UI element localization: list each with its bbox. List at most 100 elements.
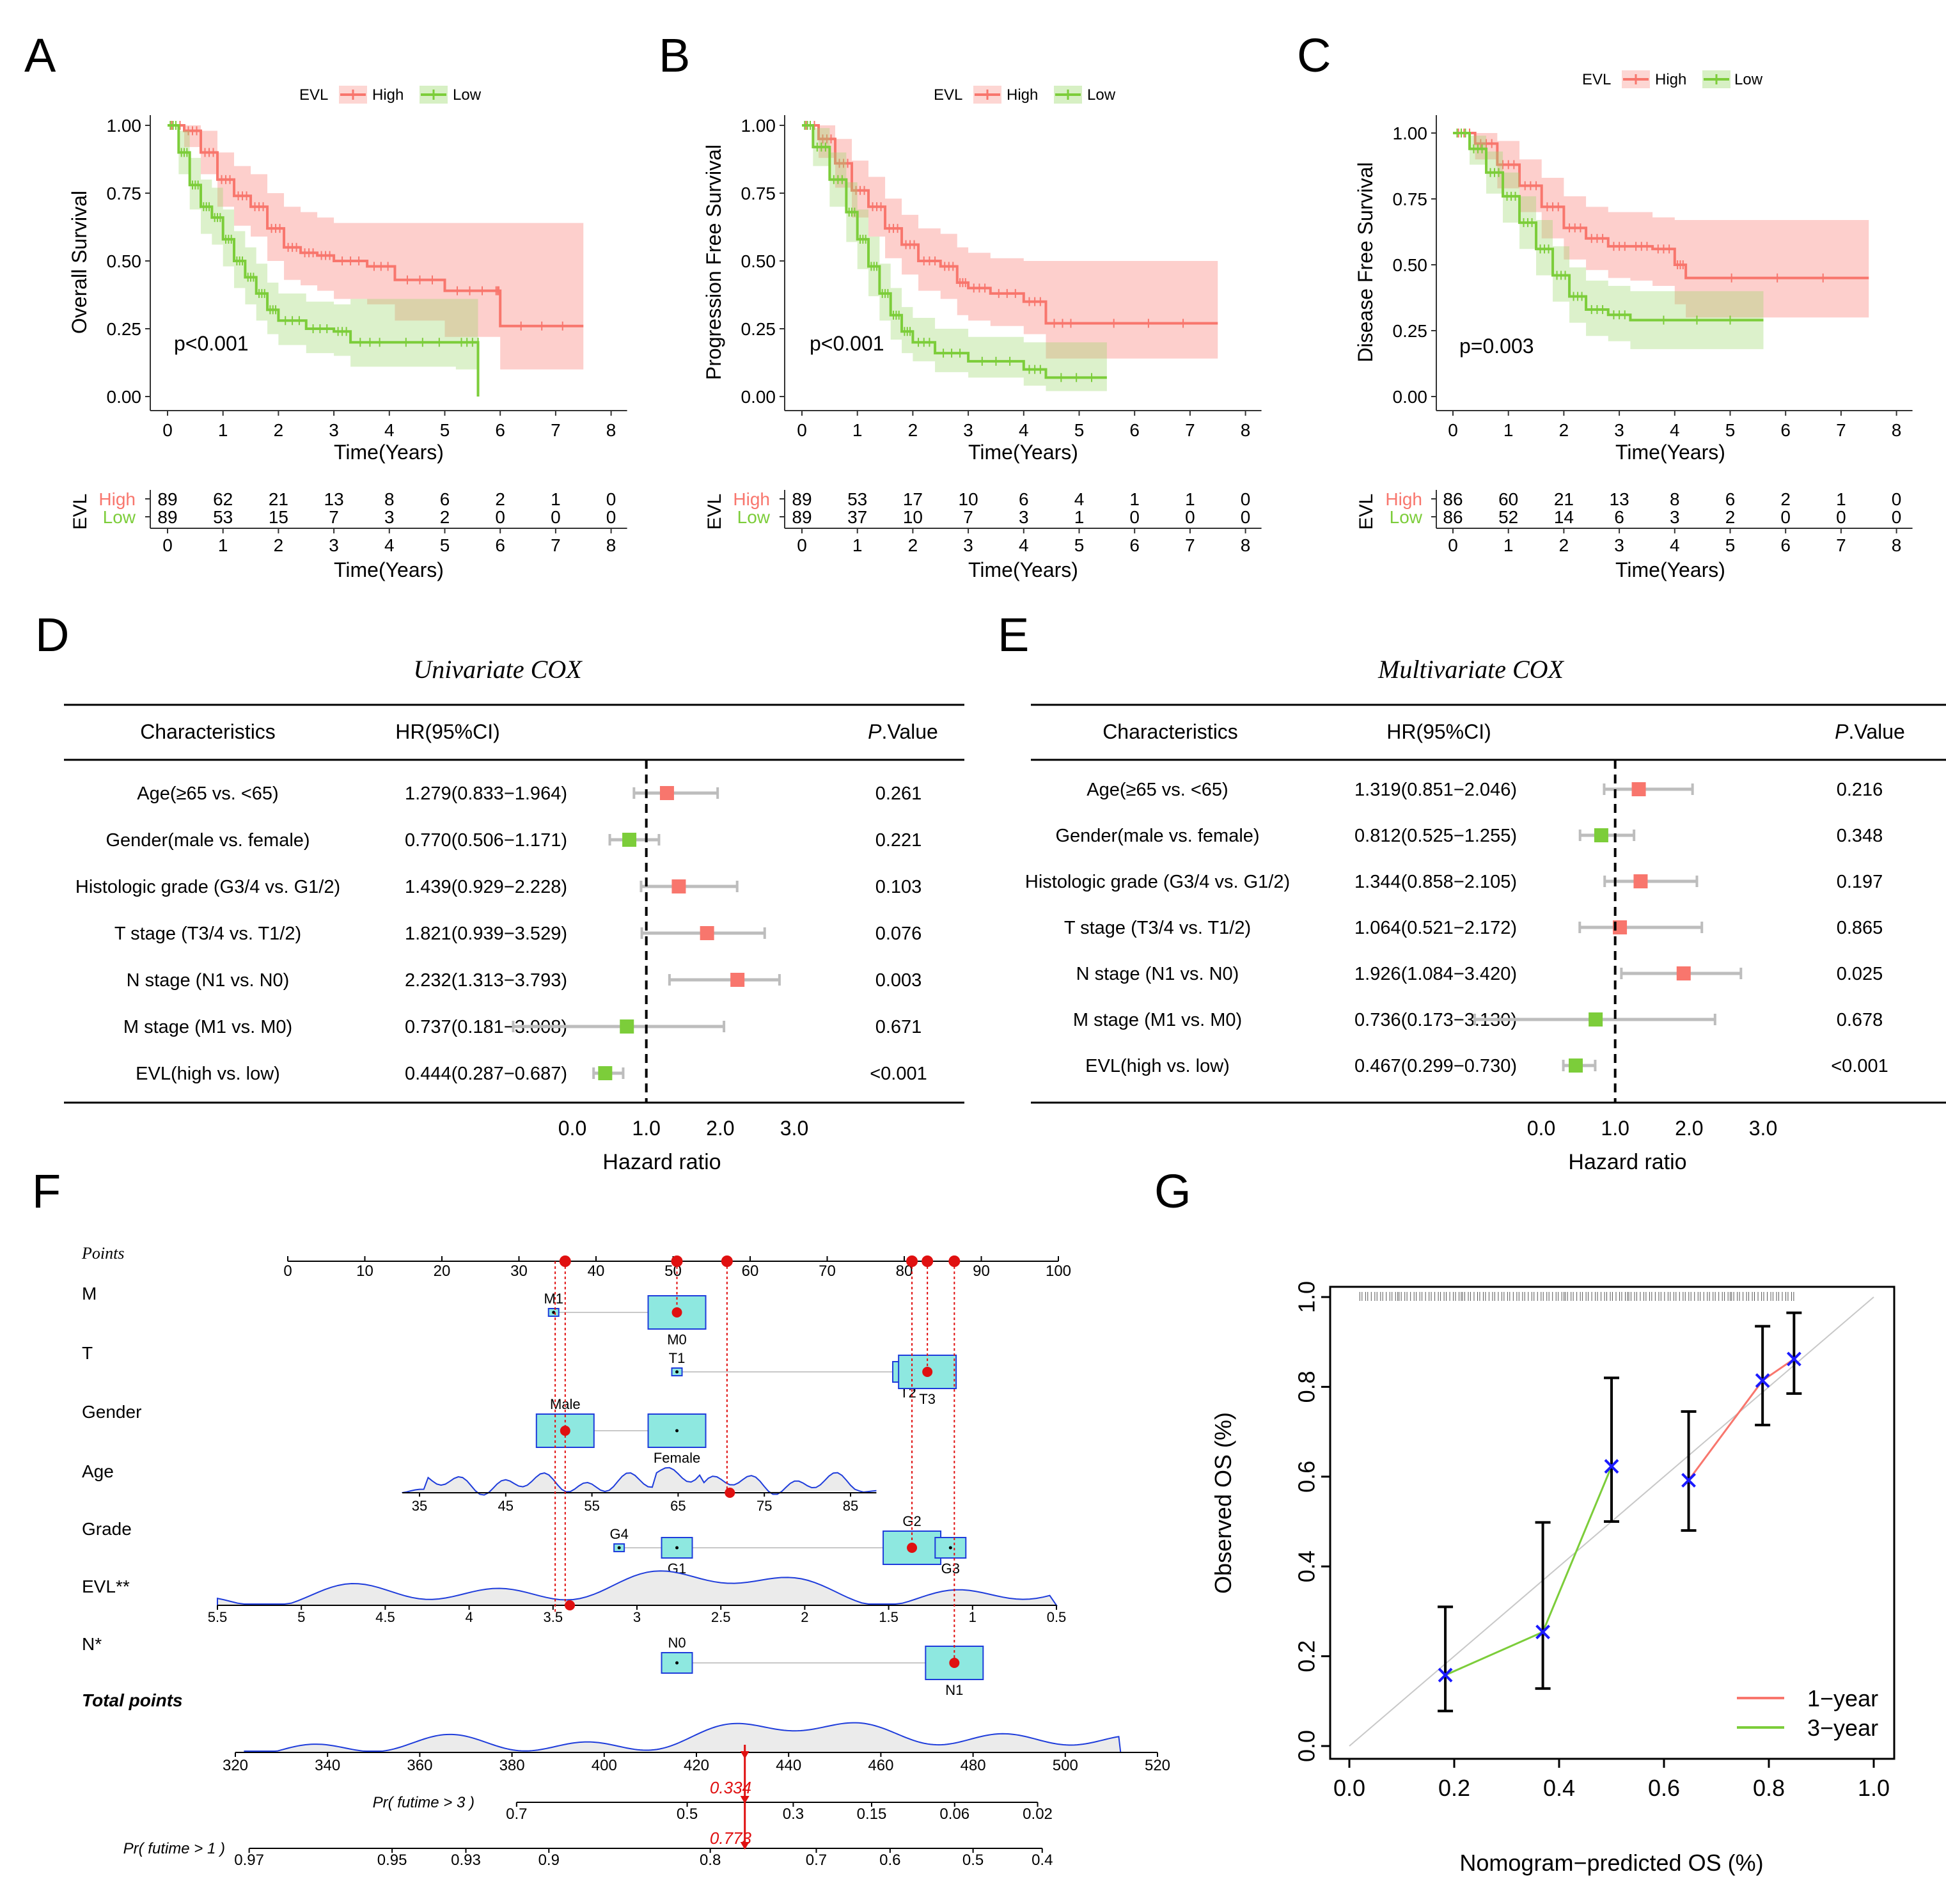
forest-d-xtick-label: 3.0 [780, 1117, 808, 1140]
forest-d-head-p-italic: P [868, 720, 882, 743]
nomo-prob3-tick-label: 0.15 [857, 1806, 887, 1823]
nomo-prob1-tick-label: 0.97 [234, 1852, 264, 1869]
km-a-risk-value: 53 [213, 507, 233, 527]
nomo-points-label: Points [81, 1244, 124, 1263]
forest-e-row-p: 0.678 [1837, 1010, 1883, 1030]
forest-e-row-hr: 1.064(0.521−2.172) [1354, 918, 1517, 938]
km-panel-b: Progression Free Survival Time(Years) Ti… [702, 86, 1116, 581]
km-a-risk-label: EVL [70, 494, 91, 530]
nomo-age-tick-label: 75 [757, 1498, 772, 1514]
chart-marks: 0.000.250.500.751.000 1 2 3 4 5 6 7 889 62 21 13 8 6 2… [64, 70, 1946, 1869]
nomo-total-tick-label: 340 [315, 1757, 340, 1774]
km-b-risk-value: 89 [792, 489, 812, 509]
calib-ytick-label: 0.2 [1294, 1640, 1320, 1672]
km-a-risk-value: 89 [157, 507, 177, 527]
nomo-points-tick-label: 100 [1046, 1263, 1071, 1280]
nomo-evl-tick-label: 5.5 [208, 1609, 228, 1625]
km-a-risk-value: 6 [440, 489, 450, 509]
nomo-total-tick-label: 380 [499, 1757, 525, 1774]
nomo-level-dot [675, 1661, 679, 1665]
km-a-legend-high: High [372, 86, 404, 104]
forest-e-row-char: Histologic grade (G3/4 vs. G1/2) [1025, 872, 1290, 892]
km-b-risk-value: 1 [1074, 507, 1085, 527]
km-a-band-low [168, 125, 478, 397]
nomo-points-tick-label: 60 [742, 1263, 759, 1280]
calib-xtick-label: 0.4 [1543, 1775, 1575, 1801]
km-b-risk-value: 17 [903, 489, 923, 509]
forest-d-point [659, 786, 674, 800]
km-b-band-high [802, 125, 1218, 359]
km-a-risk-value: 2 [440, 507, 450, 527]
km-c-legend-high: High [1655, 71, 1686, 88]
km-c-risk-value: 1 [1836, 489, 1846, 509]
nomo-points-tick-label: 0 [283, 1263, 292, 1280]
forest-e-row-p: 0.025 [1837, 964, 1883, 984]
forest-e-point [1633, 874, 1648, 888]
forest-d-point [671, 879, 686, 893]
km-b-risk-xtick-label: 5 [1074, 535, 1085, 555]
km-c-ytick-label: 1.00 [1393, 123, 1428, 143]
km-a-risk-value: 8 [384, 489, 395, 509]
forest-e-row-char: M stage (M1 vs. M0) [1073, 1010, 1242, 1030]
km-c-ytick-label: 0.50 [1393, 255, 1428, 275]
forest-d-row-hr: 0.770(0.506−1.171) [405, 830, 567, 851]
km-b-risk-value: 0 [1241, 489, 1251, 509]
forest-e-xtick-label: 2.0 [1675, 1117, 1703, 1140]
forest-e-xtick-label: 3.0 [1749, 1117, 1777, 1140]
km-c-risk-xtick-label: 0 [1448, 535, 1458, 555]
forest-e-point [1676, 966, 1691, 980]
km-c-xtick-label: 3 [1614, 420, 1624, 440]
km-a-xtick-label: 6 [495, 420, 505, 440]
forest-d-xtick-label: 2.0 [706, 1117, 734, 1140]
nomo-var-label: T [82, 1343, 93, 1363]
km-a-risk-xtick-label: 8 [606, 535, 616, 555]
nomo-age-density [402, 1467, 877, 1496]
forest-d-point [620, 1019, 634, 1034]
nomo-evl-density [217, 1570, 1058, 1606]
forest-e-xtick-label: 0.0 [1527, 1117, 1555, 1140]
nomo-points-tick-label: 30 [510, 1263, 528, 1280]
km-b-xtick-label: 6 [1129, 420, 1140, 440]
km-b-legend-title: EVL [934, 86, 962, 104]
km-a-ytick-label: 1.00 [107, 116, 142, 136]
km-b-risk-xtick-label: 6 [1129, 535, 1140, 555]
forest-d-row-char: M stage (M1 vs. M0) [123, 1017, 292, 1037]
km-a-ytick-label: 0.00 [107, 387, 142, 407]
km-b-xtick-label: 7 [1185, 420, 1195, 440]
nomo-selected-point [565, 1600, 576, 1610]
km-c-risk-value: 0 [1836, 507, 1846, 527]
forest-e-point [1631, 782, 1646, 796]
km-a-risk-high: High [98, 489, 136, 509]
calib-ytick-label: 1.0 [1294, 1281, 1320, 1313]
km-c-risk-value: 8 [1670, 489, 1680, 509]
km-c-risk-value: 2 [1725, 507, 1736, 527]
forest-e-row-hr: 1.344(0.858−2.105) [1354, 872, 1517, 892]
forest-e-head-p-italic: P [1835, 720, 1849, 743]
forest-d-head-p: P.Value [868, 720, 938, 743]
km-b-xtick-label: 3 [963, 420, 973, 440]
km-b-xtick-label: 0 [797, 420, 807, 440]
nomo-prob3-tick-label: 0.7 [506, 1806, 527, 1823]
km-c-risk-value: 2 [1780, 489, 1791, 509]
calib-point [1755, 1373, 1770, 1388]
km-a-risk-value: 7 [329, 507, 339, 527]
km-c-xtick-label: 1 [1503, 420, 1514, 440]
km-a-risk-value: 2 [495, 489, 505, 509]
nomo-prob1-tick-label: 0.8 [700, 1852, 721, 1869]
km-c-xlabel: Time(Years) [1615, 441, 1725, 464]
km-a-risk-xtick-label: 4 [384, 535, 395, 555]
km-b-pvalue: p<0.001 [810, 332, 884, 355]
km-b-risk-low: Low [737, 507, 771, 527]
km-b-ytick-label: 0.25 [741, 319, 776, 339]
km-c-risk-value: 6 [1725, 489, 1736, 509]
forest-e-row-hr: 0.467(0.299−0.730) [1354, 1056, 1517, 1076]
km-a-risk-value: 3 [384, 507, 395, 527]
forest-e-point [1569, 1058, 1583, 1073]
nomo-level-label: T1 [669, 1350, 686, 1366]
forest-e-row-char: T stage (T3/4 vs. T1/2) [1064, 918, 1251, 938]
nomo-level-box [647, 1295, 707, 1330]
km-b-risk-xtick-label: 0 [797, 535, 807, 555]
km-c-risk-value: 60 [1498, 489, 1518, 509]
km-b-risk-value: 0 [1185, 507, 1195, 527]
km-a-risk-value: 15 [269, 507, 288, 527]
